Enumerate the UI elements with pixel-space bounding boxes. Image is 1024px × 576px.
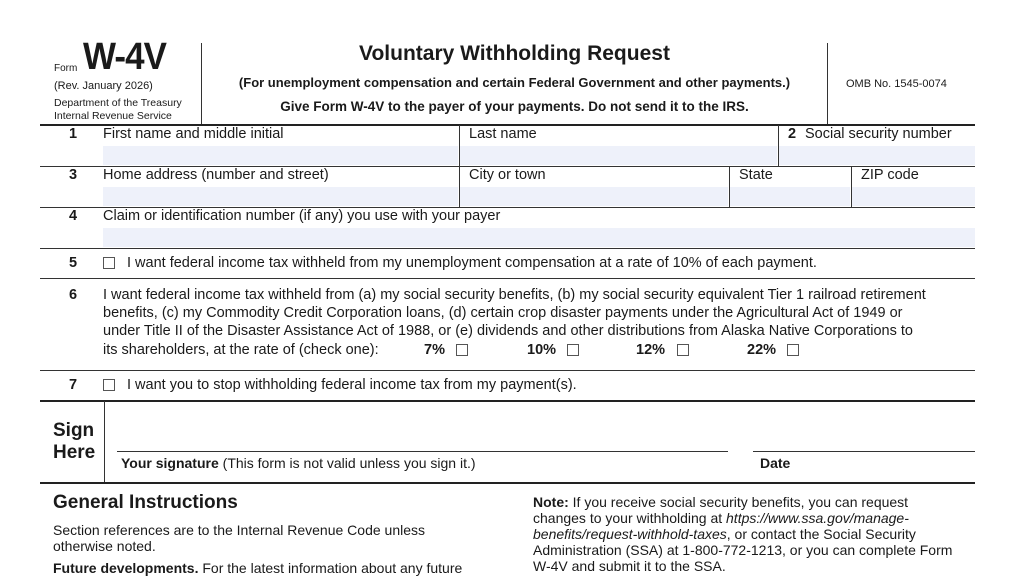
state-label: State: [739, 167, 773, 183]
note-text: W-4V and submit it to the SSA.: [533, 558, 726, 574]
agency: Internal Revenue Service: [54, 110, 172, 122]
line-number: 1: [69, 126, 78, 142]
claim-label: Claim or identification number (if any) …: [103, 208, 501, 224]
claim-number-input[interactable]: [103, 228, 975, 247]
divider: [827, 43, 828, 124]
rate-22-label: 22%: [747, 342, 777, 358]
note-text: Administration (SSA) at 1-800-772-1213, …: [533, 542, 953, 558]
rate-12-label: 12%: [636, 342, 666, 358]
rule: [40, 278, 975, 279]
signature-label: Your signature (This form is not valid u…: [121, 455, 476, 471]
rate-7-label: 7%: [424, 342, 445, 358]
rule: [40, 124, 975, 126]
form-instruction: Give Form W-4V to the payer of your paym…: [280, 99, 749, 114]
rate-10-label: 10%: [527, 342, 557, 358]
line-number: 5: [69, 255, 78, 271]
note-line: changes to your withholding at: [533, 510, 727, 526]
divider: [729, 166, 730, 207]
last-name-input[interactable]: [460, 146, 777, 165]
address-label: Home address (number and street): [103, 167, 329, 183]
future-developments: Future developments. For the latest info…: [53, 560, 462, 576]
rate-12-checkbox[interactable]: [677, 344, 689, 356]
form-number: W-4V: [83, 36, 167, 78]
line6-text: I want federal income tax withheld from …: [103, 287, 926, 303]
last-name-label: Last name: [469, 126, 537, 142]
divider: [778, 125, 779, 166]
line-number: 4: [69, 208, 78, 224]
line6-text: under Title II of the Disaster Assistanc…: [103, 323, 913, 339]
ssa-link[interactable]: https://www.ssa.gov/manage-: [726, 510, 909, 526]
form-title: Voluntary Withholding Request: [359, 42, 670, 65]
line-number: 6: [69, 287, 78, 303]
divider: [459, 125, 460, 166]
line7-text: I want you to stop withholding federal i…: [127, 377, 577, 393]
city-input[interactable]: [460, 187, 728, 206]
date-label: Date: [760, 455, 791, 471]
future-developments-text: For the latest information about any fut…: [198, 560, 463, 576]
rate-7-checkbox[interactable]: [456, 344, 468, 356]
line6-text: benefits, (c) my Commodity Credit Corpor…: [103, 305, 903, 321]
state-input[interactable]: [730, 187, 850, 206]
signature-line[interactable]: [117, 451, 728, 452]
divider: [459, 166, 460, 207]
date-line[interactable]: [753, 451, 975, 452]
line5-checkbox[interactable]: [103, 257, 115, 269]
note-line: , or contact the Social Security: [726, 526, 916, 542]
divider: [201, 43, 202, 124]
department: Department of the Treasury: [54, 97, 182, 109]
note-label: Note:: [533, 494, 569, 510]
line7-checkbox[interactable]: [103, 379, 115, 391]
address-input[interactable]: [103, 187, 458, 206]
divider: [104, 401, 105, 483]
ssn-label: Social security number: [805, 126, 952, 142]
note-text: Note: If you receive social security ben…: [533, 494, 908, 510]
signature-label-bold: Your signature: [121, 455, 219, 471]
future-developments-heading: Future developments.: [53, 560, 199, 576]
line-number: 2: [788, 126, 797, 142]
instructions-heading: General Instructions: [53, 492, 238, 513]
line-number: 7: [69, 377, 78, 393]
here-label: Here: [53, 442, 96, 463]
note-text: changes to your withholding at https://w…: [533, 510, 909, 526]
line5-text: I want federal income tax withheld from …: [127, 255, 817, 271]
omb-number: OMB No. 1545-0074: [846, 78, 947, 90]
revision-date: (Rev. January 2026): [54, 80, 153, 92]
note-line: If you receive social security benefits,…: [568, 494, 909, 510]
note-text: benefits/request-withhold-taxes, or cont…: [533, 526, 916, 542]
city-label: City or town: [469, 167, 546, 183]
zip-input[interactable]: [852, 187, 975, 206]
rule: [40, 166, 975, 167]
form-subtitle: (For unemployment compensation and certa…: [238, 75, 791, 90]
zip-label: ZIP code: [861, 167, 919, 183]
first-name-label: First name and middle initial: [103, 126, 284, 142]
line6-text: its shareholders, at the rate of (check …: [103, 342, 379, 358]
divider: [851, 166, 852, 207]
rule: [40, 482, 975, 484]
first-name-input[interactable]: [103, 146, 458, 165]
ssn-input[interactable]: [779, 146, 975, 165]
rule: [40, 370, 975, 371]
ssa-link[interactable]: benefits/request-withhold-taxes: [533, 526, 727, 542]
instructions-text: Section references are to the Internal R…: [53, 522, 426, 538]
sign-label: Sign: [53, 420, 95, 441]
rule: [40, 207, 975, 208]
line-number: 3: [69, 167, 78, 183]
signature-note: (This form is not valid unless you sign …: [218, 455, 476, 471]
rate-22-checkbox[interactable]: [787, 344, 799, 356]
rule: [40, 400, 975, 402]
form-word: Form: [54, 63, 78, 74]
instructions-text: otherwise noted.: [53, 538, 156, 554]
rate-10-checkbox[interactable]: [567, 344, 579, 356]
rule: [40, 248, 975, 249]
